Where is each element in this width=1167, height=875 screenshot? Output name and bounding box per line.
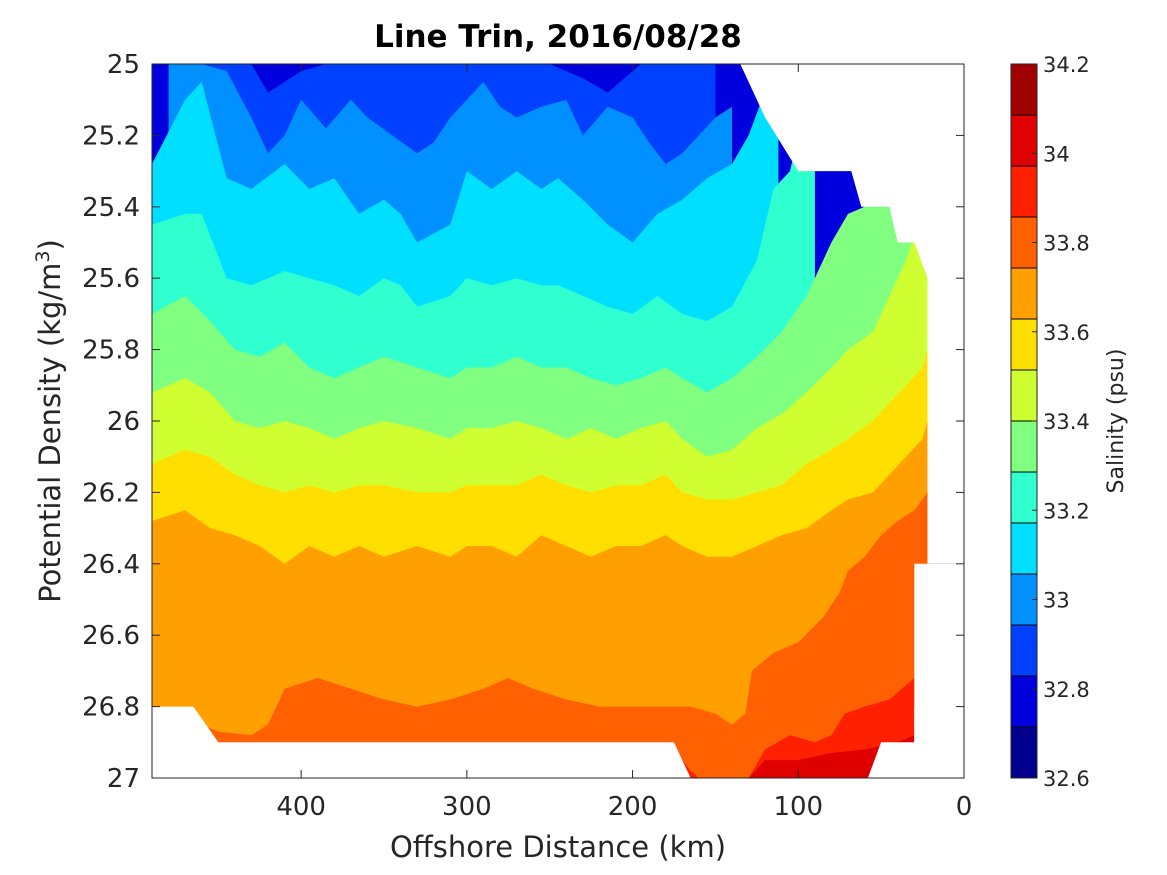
plot-area bbox=[152, 64, 964, 778]
colorbar-tick-label-6: 33.8 bbox=[1043, 232, 1090, 256]
mask-region-2 bbox=[914, 563, 964, 778]
colorbar-tick-label-7: 34 bbox=[1043, 142, 1070, 166]
colorbar-tick-label-5: 33.6 bbox=[1043, 321, 1090, 345]
x-tick-label-0: 400 bbox=[276, 792, 326, 822]
y-tick-label-2: 25.4 bbox=[82, 193, 140, 223]
colorbar-segment-11 bbox=[1011, 166, 1037, 218]
x-tick-label-3: 100 bbox=[773, 792, 823, 822]
chart-title: Line Trin, 2016/08/28 bbox=[374, 19, 742, 55]
colorbar-segment-8 bbox=[1011, 319, 1037, 371]
colorbar-tick-label-4: 33.4 bbox=[1043, 410, 1090, 434]
y-axis-ticks: 25 25.2 25.4 25.6 25.8 26 26.2 26.4 26.6 26.8 27 bbox=[82, 50, 964, 794]
y-tick-label-5: 26 bbox=[107, 407, 140, 437]
mask-region-0 bbox=[152, 706, 691, 778]
colorbar-segment-1 bbox=[1011, 676, 1037, 728]
colorbar-tick-label-0: 32.6 bbox=[1043, 767, 1090, 791]
y-tick-label-3: 25.6 bbox=[82, 264, 140, 294]
x-tick-label-4: 0 bbox=[956, 792, 973, 822]
y-tick-label-8: 26.6 bbox=[82, 621, 140, 651]
colorbar-segment-5 bbox=[1011, 472, 1037, 524]
salinity-bands bbox=[152, 64, 964, 778]
y-tick-label-7: 26.4 bbox=[82, 550, 140, 580]
x-axis-label: Offshore Distance (km) bbox=[390, 830, 726, 864]
y-tick-label-0: 25 bbox=[107, 50, 140, 80]
y-axis-label-sup: 3 bbox=[32, 250, 54, 262]
y-tick-label-6: 26.2 bbox=[82, 478, 140, 508]
mask-region-3 bbox=[712, 64, 964, 564]
colorbar-tick-label-3: 33.2 bbox=[1043, 499, 1090, 523]
colorbar-segment-2 bbox=[1011, 625, 1037, 677]
colorbar-tick-label-2: 33 bbox=[1043, 589, 1070, 613]
y-tick-label-10: 27 bbox=[107, 764, 140, 794]
x-axis-ticks: 400 300 200 100 0 bbox=[276, 64, 972, 822]
x-tick-label-1: 300 bbox=[442, 792, 492, 822]
colorbar-tick-label-8: 34.2 bbox=[1043, 53, 1090, 77]
salinity-band-10 bbox=[707, 724, 928, 778]
x-tick-label-2: 200 bbox=[608, 792, 658, 822]
colorbar-tick-label-1: 32.8 bbox=[1043, 678, 1090, 702]
colorbar: 32.6 32.8 33 33.2 33.4 33.6 33.8 34 34.2 bbox=[1010, 53, 1090, 791]
y-axis-label-end: ) bbox=[33, 239, 67, 250]
colorbar-segment-0 bbox=[1011, 727, 1037, 779]
y-axis-label-main: Potential Density (kg/m bbox=[33, 263, 67, 603]
colorbar-segment-7 bbox=[1011, 370, 1037, 422]
colorbar-segment-4 bbox=[1011, 523, 1037, 575]
colorbar-segment-13 bbox=[1011, 64, 1037, 116]
no-data-mask bbox=[152, 64, 964, 778]
colorbar-segment-12 bbox=[1011, 115, 1037, 167]
colorbar-segment-6 bbox=[1011, 421, 1037, 473]
salinity-band-8 bbox=[152, 492, 928, 778]
colorbar-label: Salinity (psu) bbox=[1104, 349, 1129, 494]
y-axis-label: Potential Density (kg/m3) bbox=[32, 239, 67, 603]
y-tick-label-1: 25.2 bbox=[82, 121, 140, 151]
y-tick-label-4: 25.8 bbox=[82, 336, 140, 366]
y-tick-label-9: 26.8 bbox=[82, 693, 140, 723]
colorbar-segment-9 bbox=[1011, 268, 1037, 320]
